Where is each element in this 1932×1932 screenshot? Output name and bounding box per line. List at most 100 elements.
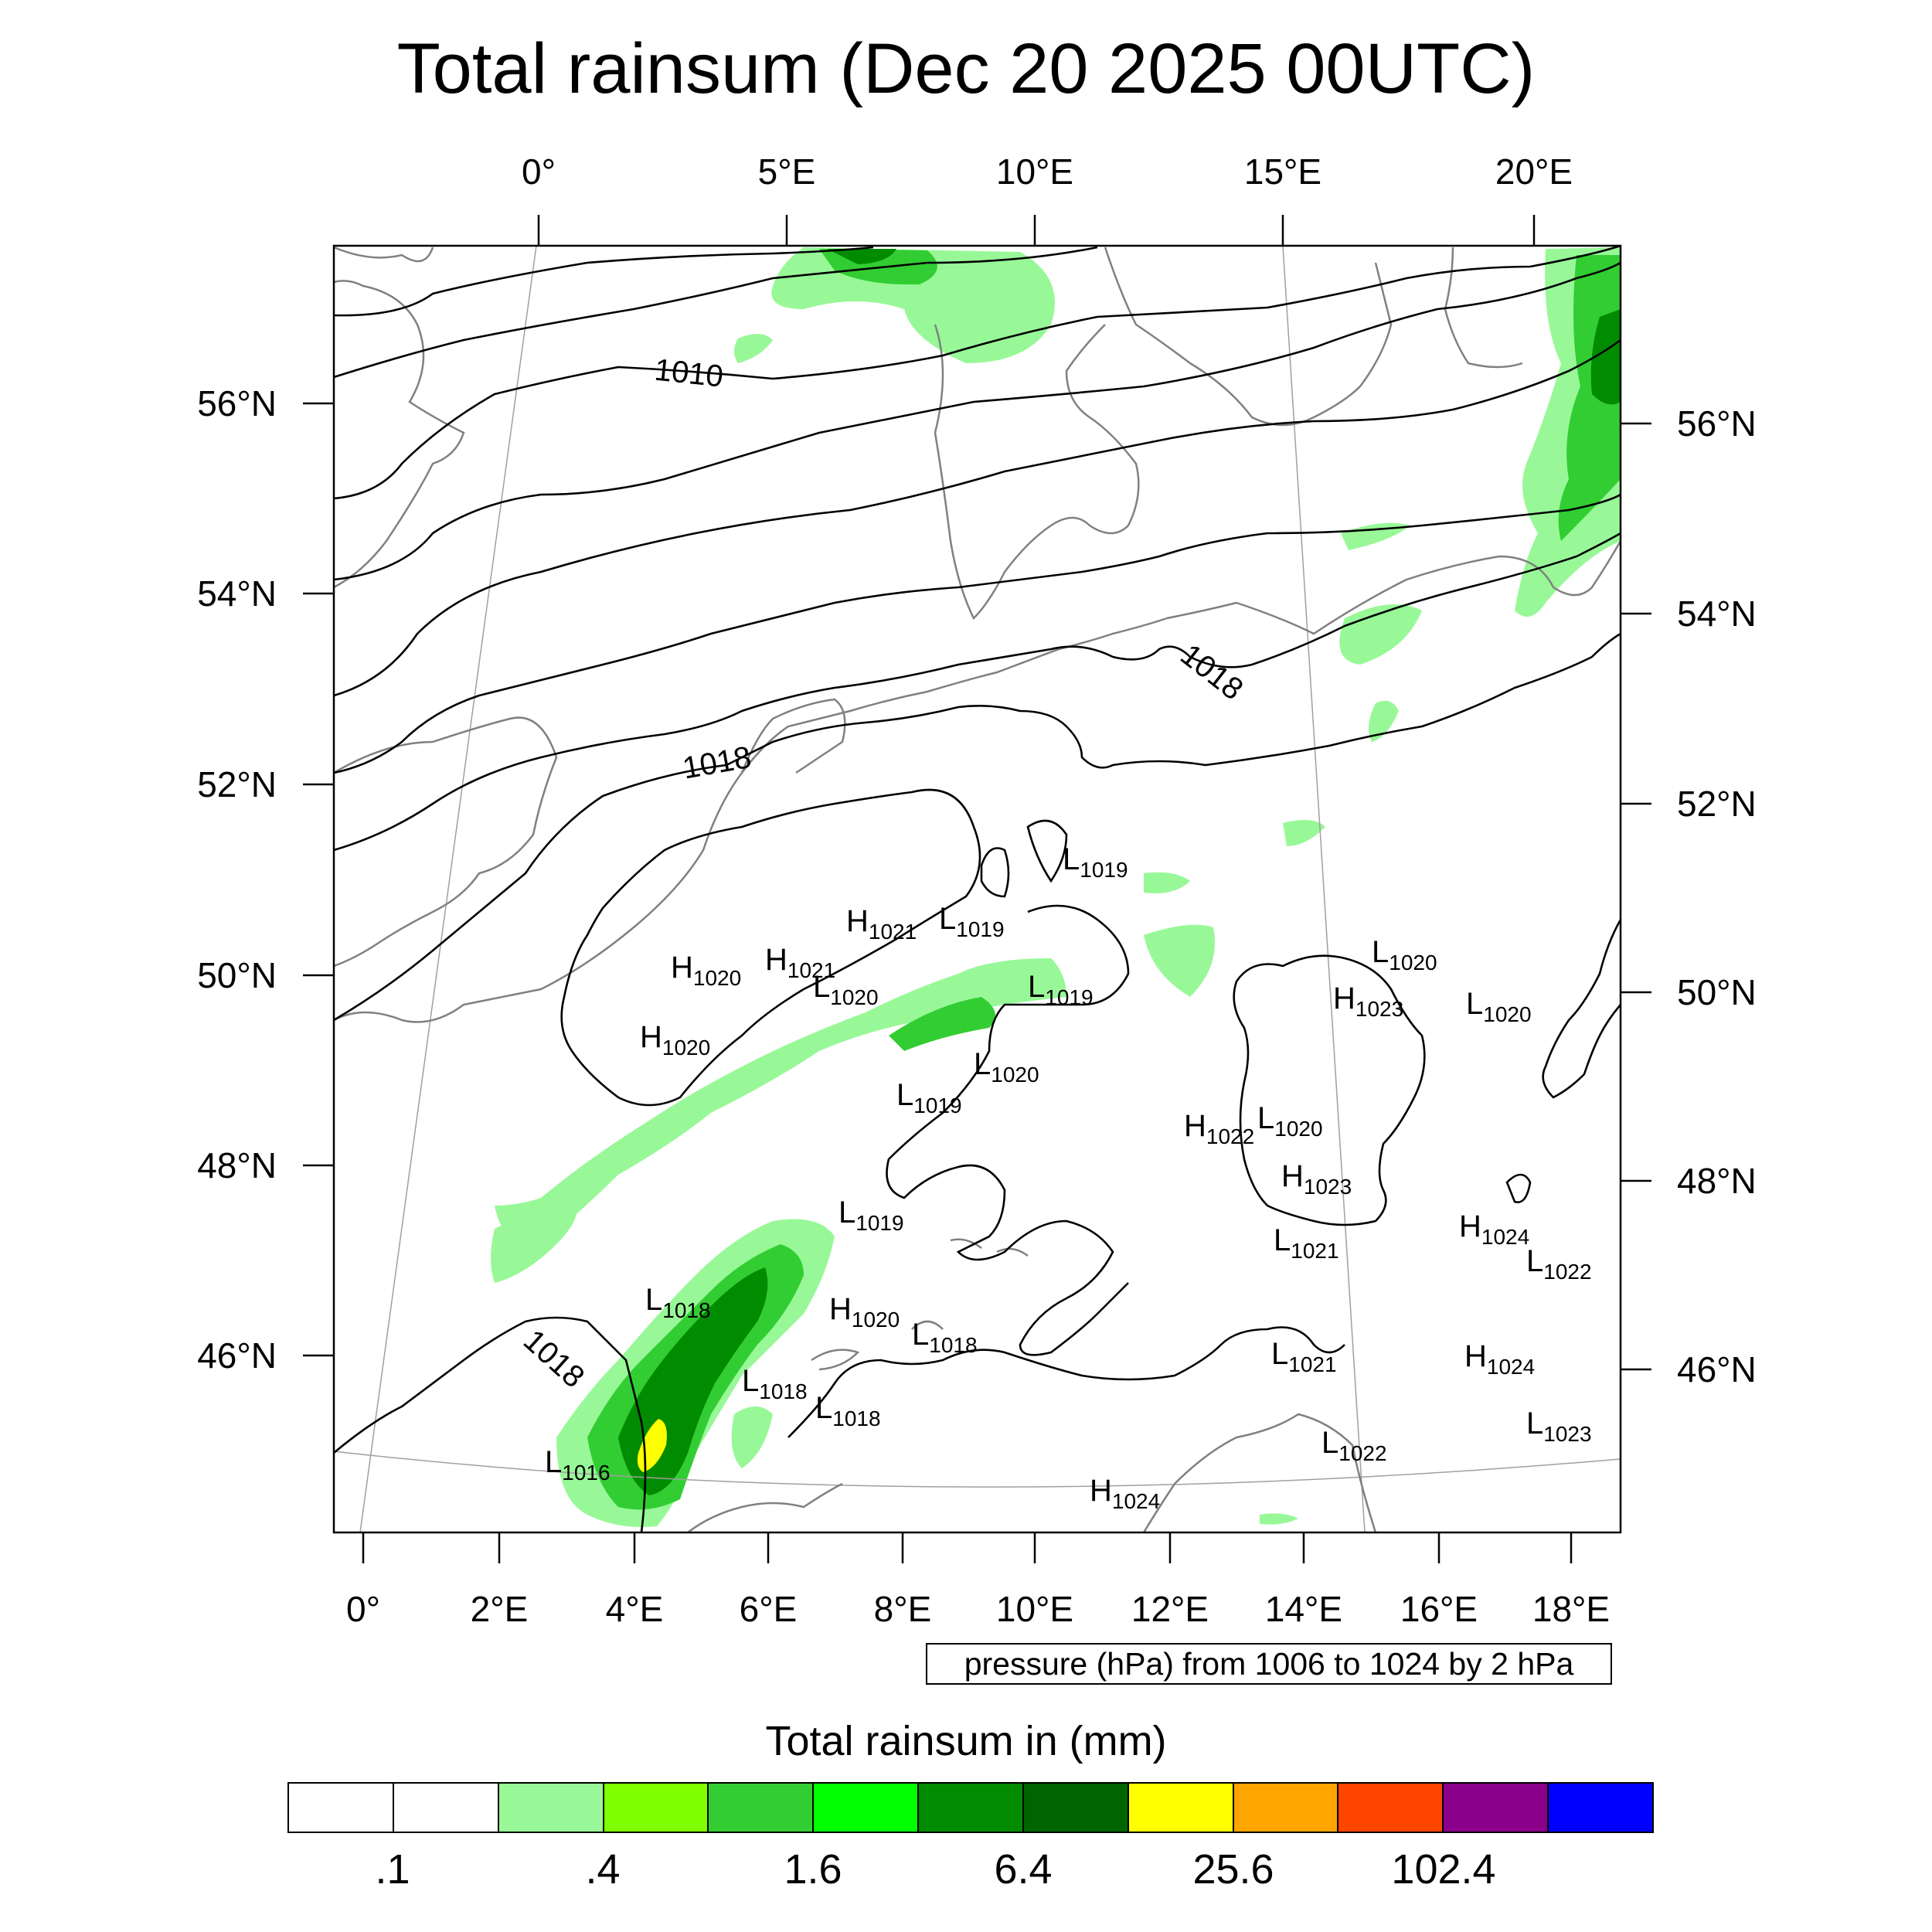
low-pressure-center: L1020 [974,1047,1039,1087]
top-lon-label: 10°E [996,151,1073,192]
colorbar-swatch [919,1784,1024,1832]
map-title: Total rainsum (Dec 20 2025 00UTC) [396,29,1536,108]
isobar-label: 1010 [653,353,725,394]
left-lat-labels: 56°N 54°N 52°N 50°N 48°N 46°N [197,383,277,1376]
left-lat-label: 50°N [197,955,277,995]
colorbar-label: 25.6 [1192,1846,1274,1893]
isobar-4 [333,261,1621,581]
colorbar-swatch [1549,1784,1652,1832]
rain-area-poland-south [1283,820,1325,846]
rain-area-central-east [1144,924,1215,997]
rain-area-poland-small [1369,700,1399,742]
colorbar-swatch [1233,1784,1339,1832]
coastline-uk [333,280,558,968]
bottom-lon-label: 14°E [1265,1589,1342,1629]
bottom-lon-label: 6°E [740,1589,798,1629]
isobar-low-germany [1026,819,1068,883]
coastline-adriatic [1142,1413,1377,1533]
lakes-alps [911,1238,1029,1330]
right-lat-label: 50°N [1677,972,1757,1012]
isobar-1010 [333,244,1621,500]
low-pressure-center: L1020 [813,970,879,1009]
colorbar-swatch [1338,1784,1444,1832]
high-pressure-center: H1022 [1184,1109,1254,1148]
colorbar-swatch [289,1784,394,1832]
meridian-0 [359,245,537,1533]
low-pressure-center: L1019 [1028,970,1094,1009]
colorbar-label: 102.4 [1391,1846,1496,1893]
high-pressure-center: H1021 [765,943,835,982]
isobar-bohemia [1233,954,1426,1226]
rain-field [491,247,1621,1527]
low-pressure-center: L1021 [1274,1223,1339,1263]
right-lat-label: 48°N [1677,1161,1757,1201]
coastline-netherlands [740,698,846,774]
high-pressure-center: H1023 [1333,981,1403,1021]
rain-area-skagerrak [771,247,1055,363]
low-pressure-center: L1020 [1257,1101,1323,1141]
left-lat-label: 52°N [197,764,277,804]
graticule [333,245,1621,1533]
isobar-5 [333,338,1621,697]
high-pressure-center: H1020 [640,1020,710,1060]
right-lat-labels: 56°N 54°N 52°N 50°N 48°N 46°N [1677,403,1757,1389]
right-lat-label: 54°N [1677,594,1757,634]
low-pressure-center: L1022 [1526,1244,1592,1284]
pressure-note: pressure (hPa) from 1006 to 1024 by 2 hP… [926,1643,1612,1685]
low-pressure-center: L1019 [939,902,1005,941]
meridian-15e [1282,245,1366,1533]
right-lat-label: 56°N [1677,403,1757,444]
low-pressure-center: L1019 [1063,842,1128,882]
colorbar [287,1782,1654,1833]
top-lon-label: 5°E [758,151,816,192]
bottom-lon-label: 18°E [1532,1589,1610,1629]
top-lon-labels: 0° 5°E 10°E 15°E 20°E [522,151,1573,192]
rain-area-skagerrak-heavy [827,249,896,264]
rain-area-south-small [1260,1513,1298,1525]
top-ticks [303,215,1651,1563]
rain-area-bohemia-small [1144,872,1190,893]
low-pressure-center: L1019 [896,1078,962,1117]
lake-geneva [811,1349,860,1371]
left-lat-label: 54°N [197,573,277,614]
map-frame [332,244,1622,1534]
isobars [333,244,1622,1533]
bottom-lon-label: 8°E [874,1589,932,1629]
bottom-lon-label: 2°E [471,1589,529,1629]
isobar-1018-south [333,1316,647,1533]
left-lat-label: 56°N [197,383,277,423]
isobar-1 [333,246,874,317]
high-pressure-center: H1021 [846,904,917,944]
isobar-low-rhine [980,847,1010,898]
isobar-alps-south [787,1326,1345,1438]
colorbar-swatch [498,1784,604,1832]
top-lon-label: 15°E [1244,151,1321,192]
high-pressure-center: H1024 [1459,1209,1529,1249]
bottom-lon-label: 10°E [996,1589,1073,1629]
bottom-lon-label: 12°E [1131,1589,1209,1629]
rain-area-north-sea-small [734,333,773,363]
high-pressure-center: H1024 [1090,1474,1160,1513]
low-pressure-center: L1018 [645,1283,711,1322]
bottom-lon-label: 4°E [606,1589,664,1629]
coastline-continent [333,617,1168,1023]
colorbar-swatch [1128,1784,1234,1832]
low-pressure-center: L1018 [742,1364,808,1403]
isobar-6 [333,493,1621,774]
high-pressure-center: H1024 [1464,1339,1535,1379]
high-pressure-center: H1023 [1281,1159,1352,1199]
colorbar-labels: .1 .4 1.6 6.4 25.6 102.4 [0,1844,1932,1898]
colorbar-swatch [393,1784,499,1832]
low-pressure-center: L1016 [545,1445,611,1485]
low-pressure-center: L1018 [912,1318,978,1357]
high-pressure-center: H1020 [671,951,741,990]
top-lon-label: 0° [522,151,556,192]
low-pressure-center: L1020 [1372,935,1437,975]
top-lon-label: 20°E [1495,151,1573,192]
legend-title: Total rainsum in (mm) [765,1718,1167,1764]
colorbar-swatch [709,1784,815,1832]
coastlines [333,246,1622,1533]
right-lat-label: 52°N [1677,784,1757,824]
